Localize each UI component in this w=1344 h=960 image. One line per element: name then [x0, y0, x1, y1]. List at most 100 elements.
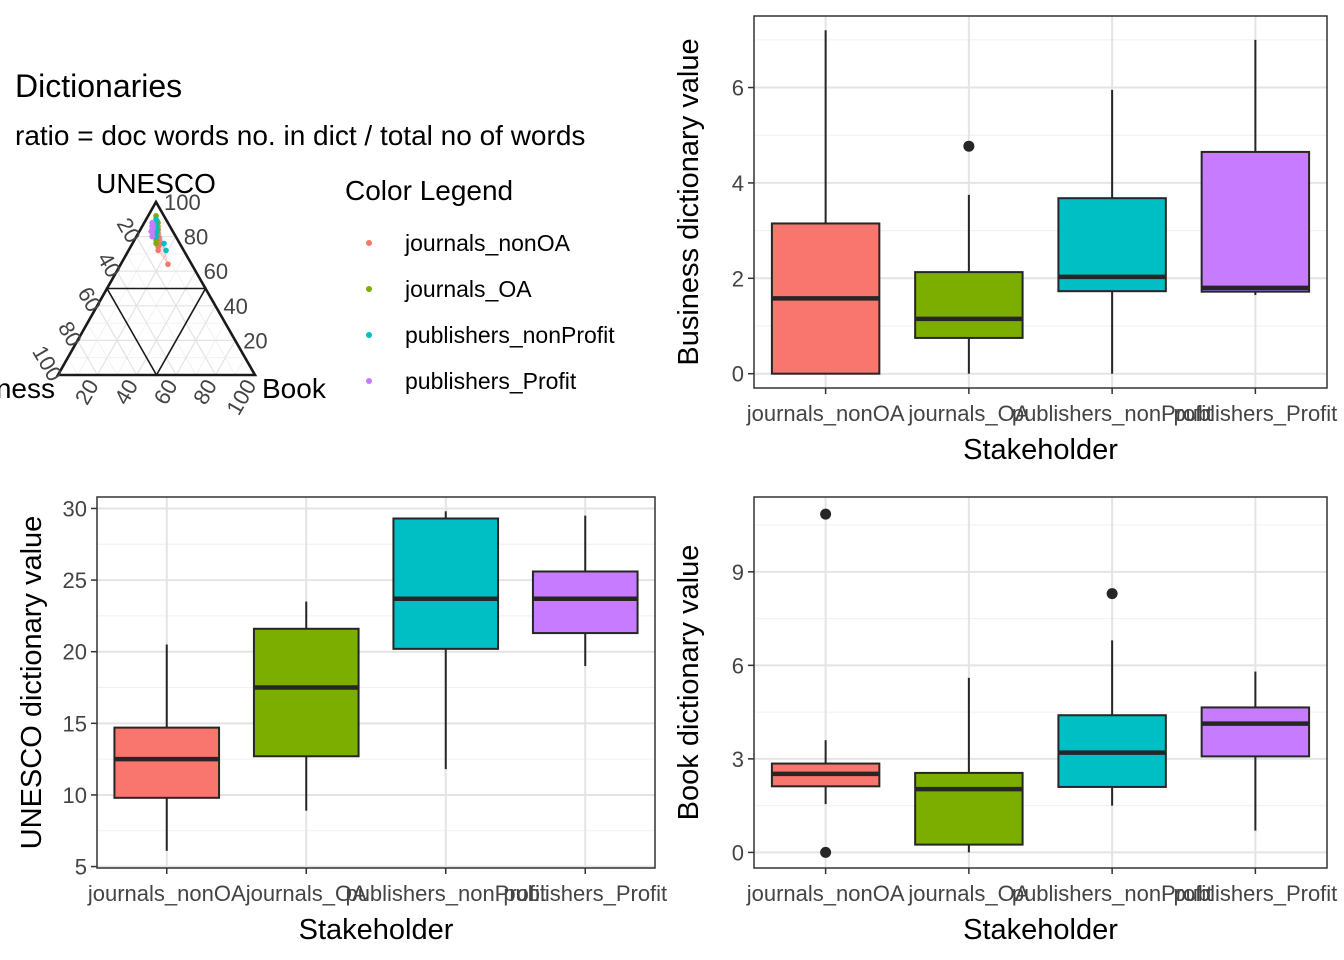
x-tick-label: journals_OA — [907, 401, 1029, 426]
outlier-point — [1106, 588, 1118, 600]
y-tick-label: 9 — [732, 560, 744, 585]
y-axis-title: Business dictionary value — [673, 38, 705, 365]
panel-border — [753, 496, 1328, 869]
x-tick-label: publishers_nonProfit — [1012, 401, 1213, 426]
outlier-point — [963, 140, 975, 152]
ternary-point-journals_nonOA — [165, 261, 171, 268]
legend-key-publishers_Profit — [366, 378, 372, 384]
ternary-tick-unesco: 20 — [243, 328, 267, 353]
ternary-midpoint-triangle — [105, 287, 207, 377]
ternary-legend: Color Legend journals_nonOA journals_OApu… — [345, 175, 615, 394]
ternary-point-publishers_Profit — [148, 228, 154, 235]
legend-label-journals_nonOA: journals_nonOA — [404, 230, 571, 256]
ternary-label-business: Business — [0, 373, 55, 404]
ternary-label-unesco: UNESCO — [96, 168, 216, 199]
legend-key-journals_nonOA — [366, 240, 372, 246]
box-publishers_Profit — [1200, 706, 1311, 758]
legend-key-journals_OA — [366, 286, 372, 292]
x-tick-label: publishers_nonProfit — [345, 881, 546, 906]
ternary-gridline — [77, 340, 98, 376]
ternary-gridline — [96, 305, 138, 376]
ternary-point-publishers_nonProfit — [161, 240, 167, 247]
legend-label-journals_OA: journals_OA — [404, 276, 532, 302]
ternary-point-publishers_nonProfit — [163, 247, 169, 254]
x-axis-title: Stakeholder — [963, 914, 1118, 946]
ternary-tick-book: 60 — [149, 375, 183, 409]
ternary-tick-book: 80 — [188, 375, 222, 409]
x-axis-title: Stakeholder — [299, 914, 454, 946]
panel-background — [754, 497, 1327, 868]
box-journals_OA — [914, 271, 1024, 339]
box-publishers_nonProfit — [392, 517, 500, 650]
y-tick-label: 4 — [732, 171, 744, 196]
panel-border — [96, 496, 656, 869]
ternary-subtitle: ratio = doc words no. in dict / total no… — [15, 120, 585, 151]
ternary-gridline — [215, 340, 236, 376]
x-tick-label: publishers_Profit — [503, 881, 667, 906]
ternary-point-journals_OA — [153, 240, 159, 247]
ternary-tick-book: 40 — [109, 375, 143, 409]
y-tick-label: 2 — [732, 266, 744, 291]
panel-background — [97, 497, 655, 868]
box-journals_OA — [914, 771, 1024, 846]
ternary-plot: 202020404040606060808080100100100UNESCOB… — [0, 168, 327, 419]
x-tick-label: journals_OA — [245, 881, 367, 906]
y-tick-label: 25 — [63, 568, 87, 593]
ternary-gridline — [77, 219, 167, 376]
ternary-tick-unesco: 80 — [184, 225, 208, 250]
y-tick-label: 0 — [732, 362, 744, 387]
ternary-tick-unesco: 100 — [164, 190, 201, 215]
ternary-point-publishers_Profit — [150, 221, 156, 228]
panel-border — [753, 15, 1328, 389]
ternary-label-book: Book — [262, 373, 327, 404]
ternary-point-publishers_nonProfit — [153, 216, 159, 223]
y-tick-label: 3 — [732, 747, 744, 772]
y-tick-label: 6 — [732, 653, 744, 678]
ternary-tick-book: 100 — [221, 375, 261, 419]
outlier-point — [820, 508, 832, 520]
ternary-point-publishers_nonProfit — [153, 230, 159, 236]
x-tick-label: publishers_Profit — [1173, 401, 1337, 426]
box-journals_OA — [252, 627, 360, 758]
ternary-point-publishers_Profit — [149, 233, 155, 240]
y-tick-label: 30 — [63, 496, 87, 521]
ternary-gridline — [234, 357, 246, 376]
box-publishers_Profit — [531, 570, 639, 635]
ternary-gridline — [87, 322, 118, 376]
y-tick-label: 10 — [63, 783, 87, 808]
x-tick-label: journals_nonOA — [746, 881, 905, 906]
ternary-title: Dictionaries — [15, 68, 182, 104]
ternary-gridline — [116, 253, 187, 376]
ternary-tick-book: 20 — [70, 375, 104, 409]
legend-label-publishers_Profit: publishers_Profit — [405, 368, 577, 394]
ternary-tick-unesco: 60 — [204, 259, 228, 284]
ternary-point-journals_nonOA — [155, 247, 161, 254]
y-axis-title: Book dictionary value — [673, 545, 705, 821]
ternary-border — [55, 199, 258, 377]
x-tick-label: journals_OA — [907, 881, 1029, 906]
y-axis-title: UNESCO dictionary value — [16, 516, 48, 850]
y-tick-label: 20 — [63, 640, 87, 665]
x-axis-title: Stakeholder — [963, 434, 1118, 466]
y-tick-label: 6 — [732, 76, 744, 101]
box-journals_nonOA — [113, 726, 221, 799]
x-tick-label: publishers_nonProfit — [1012, 881, 1213, 906]
y-tick-label: 0 — [732, 840, 744, 865]
legend-title: Color Legend — [345, 175, 513, 206]
ternary-gridline — [175, 305, 216, 376]
legend-label-publishers_nonProfit: publishers_nonProfit — [405, 322, 615, 348]
y-tick-label: 15 — [63, 711, 87, 736]
ternary-gridline — [126, 253, 197, 376]
ternary-tick-unesco: 40 — [223, 294, 247, 319]
legend-key-publishers_nonProfit — [366, 332, 372, 338]
box-publishers_Profit — [1200, 150, 1311, 293]
ternary-gridline — [67, 357, 79, 376]
x-tick-label: journals_nonOA — [746, 401, 905, 426]
ternary-gridline — [195, 322, 226, 376]
y-tick-label: 5 — [75, 855, 87, 880]
book-boxplot: 0 3 6 9 journals_nonOA journals_OApublishers_… — [673, 496, 1337, 946]
outlier-point — [820, 846, 832, 858]
